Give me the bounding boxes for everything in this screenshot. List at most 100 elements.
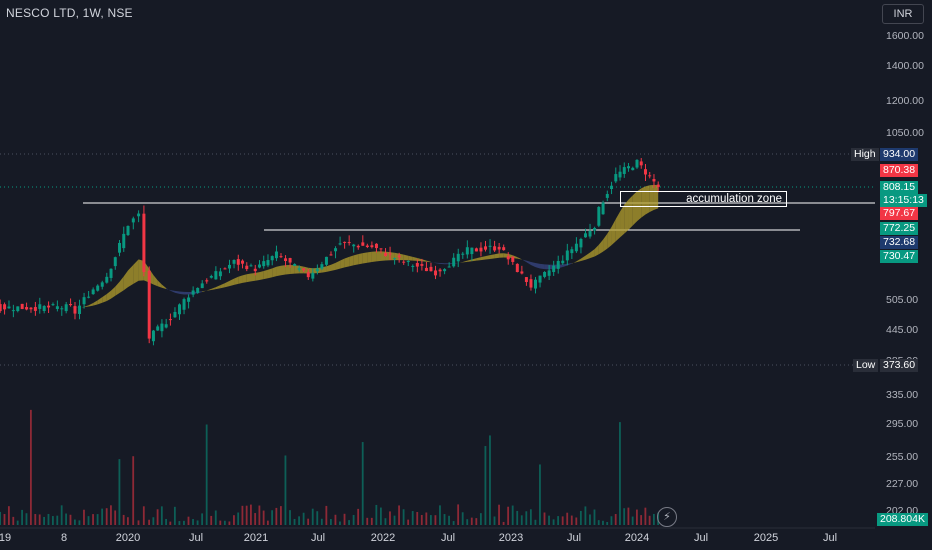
- candle-body: [306, 272, 310, 278]
- volume-bar: [452, 521, 455, 525]
- volume-bar: [602, 520, 604, 525]
- candle-body: [352, 244, 356, 247]
- candle-body: [610, 185, 614, 189]
- candle-body: [29, 307, 33, 310]
- volume-bar: [343, 513, 346, 525]
- volume-bar: [407, 519, 410, 525]
- candle-body: [253, 268, 257, 272]
- candle-body: [461, 253, 465, 255]
- candle-body: [214, 271, 218, 280]
- volume-bar: [173, 506, 176, 525]
- volume-bar: [152, 517, 155, 525]
- volume-bar: [266, 520, 269, 525]
- low-label: Low: [853, 359, 879, 372]
- price-tick: 1600.00: [886, 30, 924, 42]
- volume-bar: [384, 518, 387, 525]
- candle-body: [622, 167, 626, 174]
- candle-body: [393, 258, 397, 260]
- time-tick: Jul: [822, 532, 838, 544]
- volume-bar: [627, 507, 630, 525]
- candle-body: [406, 261, 410, 263]
- volume-bar: [223, 520, 226, 525]
- volume-bar: [156, 509, 159, 525]
- time-tick: 2024: [624, 532, 650, 544]
- volume-bar: [73, 519, 76, 525]
- volume-bar: [43, 516, 45, 525]
- price-tick: 255.00: [886, 451, 919, 463]
- time-tick: 2022: [370, 532, 396, 544]
- volume-bar: [402, 509, 405, 525]
- candle-body: [236, 259, 240, 265]
- volume-bar: [619, 422, 621, 525]
- volume-bar: [201, 513, 204, 525]
- candle-body: [635, 159, 639, 168]
- candle-body: [627, 166, 631, 169]
- volume-bar: [589, 514, 591, 525]
- candle-body: [397, 255, 401, 258]
- volume-bar: [214, 510, 217, 525]
- volume-bar: [644, 507, 647, 525]
- candle-body: [142, 213, 146, 272]
- candle-body: [652, 179, 656, 182]
- candle-body: [297, 268, 301, 270]
- candle-body: [543, 271, 547, 277]
- volume-bar: [0, 511, 1, 525]
- volume-bar: [60, 505, 63, 525]
- volume-bar: [584, 506, 587, 525]
- volume-bar: [389, 511, 391, 525]
- volume-bar: [302, 512, 305, 525]
- horizontal-levels: [83, 202, 875, 231]
- candle-body: [315, 268, 319, 272]
- candle-body: [570, 249, 574, 254]
- volume-bar: [411, 511, 414, 525]
- candle-body: [415, 263, 419, 267]
- candle-body: [556, 260, 560, 269]
- volume-bar: [479, 513, 482, 525]
- candle-body: [293, 264, 297, 266]
- candle-body: [465, 247, 469, 255]
- candle-body: [191, 290, 195, 295]
- candle-body: [25, 307, 29, 310]
- volume-bar: [38, 514, 41, 525]
- candle-body: [639, 161, 643, 166]
- symbol-title[interactable]: NESCO LTD, 1W, NSE: [6, 6, 133, 20]
- lightning-icon[interactable]: ⚡: [657, 507, 677, 527]
- candle-body: [565, 250, 569, 261]
- volume-bar: [648, 515, 651, 525]
- volume-bar: [233, 515, 235, 525]
- candle-body: [614, 174, 618, 182]
- volume-bar: [325, 505, 328, 525]
- time-tick: Jul: [440, 532, 456, 544]
- candle-body: [69, 304, 73, 306]
- candle-body: [3, 304, 7, 310]
- volume-bar: [429, 515, 432, 525]
- volume-bar: [210, 515, 213, 525]
- volume-bar: [416, 511, 419, 525]
- candle-body: [618, 171, 622, 178]
- volume-bar: [606, 521, 609, 525]
- volume-bar: [375, 504, 378, 525]
- volume-bar: [361, 442, 364, 525]
- volume-bar: [122, 514, 125, 525]
- volume-bar: [420, 514, 423, 525]
- candle-body: [384, 252, 388, 256]
- candle-body: [343, 241, 347, 243]
- currency-button[interactable]: INR: [882, 4, 924, 24]
- volume-bar: [69, 514, 72, 525]
- candle-body: [131, 218, 135, 223]
- candle-body: [257, 264, 261, 268]
- volume-bar: [593, 509, 596, 525]
- volume-bar: [29, 409, 32, 525]
- candle-body: [411, 265, 415, 267]
- time-tick: 2023: [498, 532, 524, 544]
- volume-bar: [511, 505, 514, 525]
- volume-bar: [12, 516, 15, 525]
- candle-body: [241, 260, 245, 264]
- volume-bar: [329, 519, 332, 525]
- volume-bar: [636, 509, 638, 525]
- volume-bar: [241, 505, 244, 525]
- candle-body: [361, 242, 365, 246]
- volume-bar: [348, 520, 350, 525]
- accumulation-zone-annotation[interactable]: accumulation zone: [620, 191, 787, 207]
